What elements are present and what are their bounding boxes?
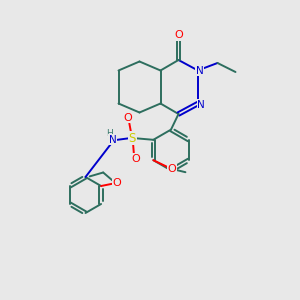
Text: H: H (106, 129, 112, 138)
Text: N: N (196, 65, 203, 76)
Text: S: S (129, 132, 136, 145)
Text: O: O (131, 154, 140, 164)
Text: O: O (174, 30, 183, 40)
Text: N: N (197, 100, 205, 110)
Text: O: O (112, 178, 121, 188)
Text: O: O (124, 113, 132, 123)
Text: N: N (109, 135, 117, 145)
Text: O: O (168, 164, 176, 174)
